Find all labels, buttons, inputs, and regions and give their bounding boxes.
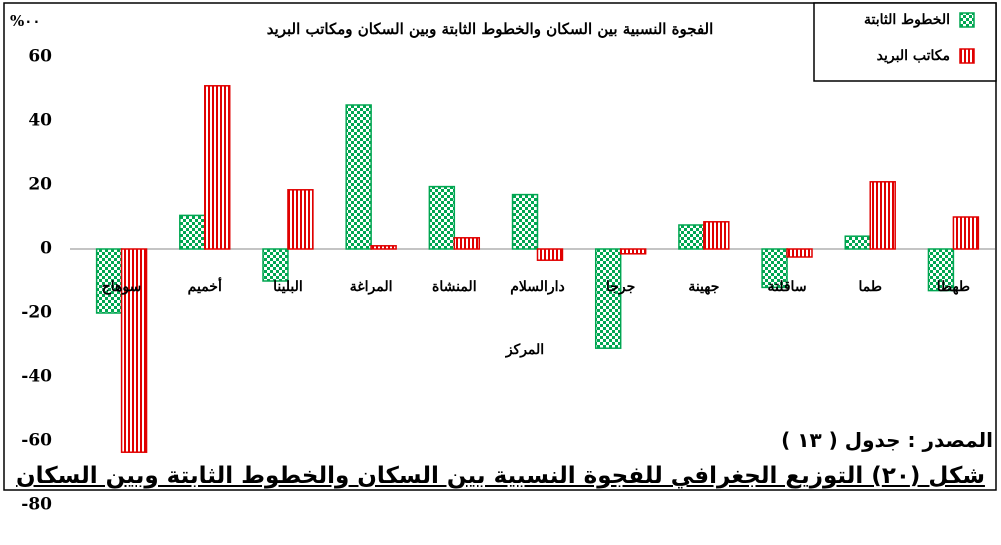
x-tick-label: سوهاج xyxy=(102,279,142,295)
figure-caption: شكل (٢٠) التوزيع الجغرافي للفجوة النسبية… xyxy=(16,463,985,489)
chart-title: الفجوة النسبية بين السكان والخطوط الثابت… xyxy=(267,20,714,38)
x-axis-label: المركز xyxy=(505,342,544,358)
source-note: المصدر : جدول ( ١٣ ) xyxy=(781,428,993,452)
bar xyxy=(952,216,980,250)
x-tick-label: المنشاة xyxy=(432,279,477,295)
chart-frame xyxy=(3,2,997,491)
bar xyxy=(428,185,456,250)
bar xyxy=(179,214,206,250)
y-tick-label: 0 xyxy=(40,239,52,259)
legend-label: مكاتب البريد xyxy=(877,48,950,64)
bar xyxy=(869,181,896,250)
bar xyxy=(619,248,647,255)
x-tick-label: ساقلتة xyxy=(768,279,807,295)
y-tick-label: -80 xyxy=(21,495,52,515)
x-tick-label: طما xyxy=(858,279,882,295)
bar xyxy=(204,85,231,250)
bar xyxy=(678,224,705,250)
y-tick-label: -20 xyxy=(21,303,52,323)
bar xyxy=(536,248,564,261)
legend-swatch xyxy=(959,12,975,28)
legend-label: الخطوط الثابتة xyxy=(864,12,950,28)
legend-swatch xyxy=(959,48,975,64)
bar xyxy=(786,248,813,258)
bar xyxy=(761,248,788,289)
x-tick-label: البلينا xyxy=(273,279,303,295)
bar xyxy=(511,193,539,250)
bar xyxy=(95,248,123,314)
bar xyxy=(262,248,289,282)
bar xyxy=(594,248,622,349)
y-tick-label: 20 xyxy=(28,175,52,195)
bar xyxy=(370,245,397,250)
bar xyxy=(927,248,955,292)
x-tick-label: أخميم xyxy=(188,276,222,295)
y-tick-label: 40 xyxy=(28,111,52,131)
y-tick-label: -60 xyxy=(21,431,52,451)
y-tick-label: 60 xyxy=(28,47,52,67)
y-unit-label: %٠٠ xyxy=(10,12,40,30)
bar xyxy=(287,189,314,250)
bar xyxy=(453,237,481,250)
x-tick-label: جهينة xyxy=(688,279,719,295)
x-tick-label: المراغة xyxy=(350,279,393,295)
x-tick-label: طهطا xyxy=(937,279,970,295)
bar xyxy=(120,248,148,453)
bar xyxy=(844,235,871,250)
bar xyxy=(703,221,730,250)
x-tick-label: جرجا xyxy=(606,279,635,295)
y-tick-label: -40 xyxy=(21,367,52,387)
x-tick-label: دارالسلام xyxy=(510,279,565,295)
bar xyxy=(345,104,372,250)
